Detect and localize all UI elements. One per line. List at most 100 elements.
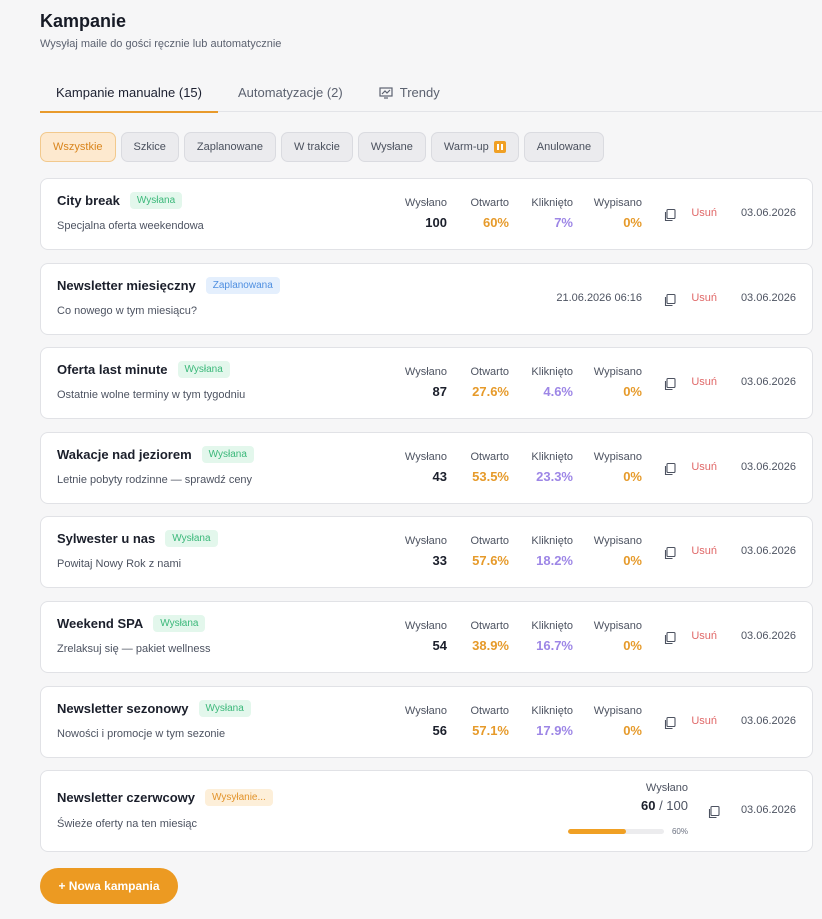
campaign-date: 03.06.2026: [740, 545, 796, 558]
status-filters: Wszystkie Szkice Zaplanowane W trakcie W…: [40, 132, 605, 162]
filter-cancelled[interactable]: Anulowane: [523, 132, 605, 162]
delete-button[interactable]: Usuń: [691, 376, 717, 389]
status-badge: Wysyłanie...: [205, 789, 273, 807]
campaign-title: City break: [57, 193, 120, 208]
tab-automations[interactable]: Automatyzacje (2): [222, 74, 359, 112]
filter-scheduled[interactable]: Zaplanowane: [183, 132, 276, 162]
stat-label: Kliknięto: [531, 450, 573, 463]
status-badge: Wysłana: [198, 699, 251, 717]
stat-label: Otwarto: [470, 535, 509, 548]
campaign-card[interactable]: Wakacje nad jeziorem Wysłana Letnie poby…: [40, 431, 813, 504]
stat-value: 0%: [623, 722, 642, 738]
stat-sent: Wysłano 54: [405, 620, 447, 653]
stat-label: Kliknięto: [531, 366, 573, 379]
campaign-title: Oferta last minute: [57, 362, 168, 378]
filter-label: Zaplanowane: [196, 141, 263, 153]
stat-label: Kliknięto: [531, 535, 573, 548]
scheduled-datetime: 21.06.2026 06:16: [556, 291, 642, 304]
stat-value: 18.2%: [536, 553, 573, 569]
campaign-card[interactable]: Sylwester u nas Wysłana Powitaj Nowy Rok…: [40, 516, 813, 589]
copy-icon[interactable]: [663, 631, 677, 645]
campaign-title-row: Newsletter sezonowy Wysłana: [57, 699, 251, 717]
campaign-card[interactable]: Newsletter czerwcowy Wysyłanie... Świeże…: [40, 770, 813, 853]
filter-in-progress[interactable]: W trakcie: [280, 132, 353, 162]
campaign-card[interactable]: Oferta last minute Wysłana Ostatnie woln…: [40, 347, 813, 420]
campaign-description: Powitaj Nowy Rok z nami: [57, 558, 182, 571]
page-title: Kampanie: [40, 11, 127, 31]
stat-label: Otwarto: [470, 704, 509, 717]
status-badge: Wysłana: [153, 614, 206, 632]
campaign-description: Świeże oferty na ten miesiąc: [57, 818, 198, 831]
campaign-title: Newsletter czerwcowy: [57, 790, 196, 806]
stat-clicked: Kliknięto 16.7%: [531, 620, 573, 653]
stat-label: Wysłano: [404, 535, 447, 548]
stat-value: 0%: [623, 637, 642, 653]
copy-icon[interactable]: [663, 546, 677, 560]
filter-drafts[interactable]: Szkice: [120, 132, 179, 162]
campaign-description: Ostatnie wolne terminy w tym tygodniu: [57, 389, 246, 402]
copy-icon[interactable]: [663, 462, 677, 476]
campaign-card[interactable]: Newsletter miesięczny Zaplanowana Co now…: [40, 262, 813, 335]
stat-opened: Otwarto 38.9%: [470, 620, 509, 653]
filter-label: Szkice: [133, 141, 166, 153]
pause-icon: [493, 141, 506, 153]
copy-icon[interactable]: [663, 293, 677, 307]
campaign-list: City break Wysłana Specjalna oferta week…: [40, 178, 813, 865]
copy-icon[interactable]: [663, 377, 677, 391]
tab-label: Trendy: [399, 85, 440, 100]
stat-label: Wypisano: [593, 535, 642, 548]
campaign-date: 03.06.2026: [740, 376, 796, 389]
campaign-title: Newsletter miesięczny: [57, 277, 196, 293]
copy-icon[interactable]: [707, 805, 721, 819]
tab-trends[interactable]: Trendy: [363, 74, 456, 112]
campaign-title: Sylwester u nas: [57, 531, 156, 547]
stat-label: Wysłano: [404, 197, 447, 209]
stat-label: Wysłano: [404, 450, 447, 463]
campaign-card[interactable]: City break Wysłana Specjalna oferta week…: [40, 178, 813, 250]
status-badge: Wysłana: [165, 530, 218, 548]
filter-warm-up[interactable]: Warm-up: [430, 132, 519, 162]
campaign-card[interactable]: Newsletter sezonowy Wysłana Nowości i pr…: [40, 685, 813, 758]
tab-label: Kampanie manualne (15): [56, 85, 202, 100]
delete-button[interactable]: Usuń: [691, 714, 717, 727]
filter-label: Warm-up: [443, 141, 489, 153]
delete-button[interactable]: Usuń: [691, 545, 717, 558]
stat-opened: Otwarto 27.6%: [470, 366, 509, 399]
campaign-title-row: Newsletter czerwcowy Wysyłanie...: [57, 789, 273, 807]
progress-count: 60 / 100: [640, 798, 688, 814]
campaign-card[interactable]: Weekend SPA Wysłana Zrelaksuj się — paki…: [40, 600, 813, 673]
campaign-description: Letnie pobyty rodzinne — sprawdź ceny: [57, 473, 253, 486]
stat-sent: Wysłano 100: [405, 197, 447, 230]
status-badge: Zaplanowana: [205, 276, 280, 294]
stat-value: 16.7%: [536, 637, 573, 653]
tab-manual-campaigns[interactable]: Kampanie manualne (15): [40, 74, 218, 113]
stat-label: Wysłano: [404, 619, 447, 632]
sent-count: 60: [640, 798, 656, 814]
copy-icon[interactable]: [663, 716, 677, 730]
new-campaign-button[interactable]: + Nowa kampania: [40, 868, 178, 904]
progress-bar-row: 60%: [567, 827, 688, 837]
stat-value: 54: [432, 637, 447, 653]
delete-button[interactable]: Usuń: [691, 460, 717, 473]
stat-clicked: Kliknięto 7%: [531, 197, 573, 230]
progress-percent: 60%: [671, 827, 688, 837]
delete-button[interactable]: Usuń: [691, 207, 717, 219]
stat-label: Wypisano: [593, 450, 642, 463]
copy-icon[interactable]: [663, 208, 677, 222]
stat-value: 23.3%: [536, 468, 573, 484]
stat-unsubscribed: Wypisano 0%: [594, 366, 642, 399]
progress-label: Wysłano: [645, 782, 688, 795]
filter-all[interactable]: Wszystkie: [40, 132, 116, 162]
delete-button[interactable]: Usuń: [691, 291, 717, 304]
campaign-title-row: Newsletter miesięczny Zaplanowana: [57, 276, 280, 294]
filter-sent[interactable]: Wysłane: [357, 132, 426, 162]
delete-button[interactable]: Usuń: [691, 629, 717, 642]
stat-label: Wypisano: [593, 704, 642, 717]
stat-label: Otwarto: [470, 450, 509, 463]
stat-value: 38.9%: [472, 637, 509, 653]
stat-opened: Otwarto 53.5%: [470, 451, 509, 484]
stat-clicked: Kliknięto 23.3%: [531, 451, 573, 484]
stat-label: Otwarto: [470, 619, 509, 632]
campaign-title-row: Weekend SPA Wysłana: [57, 614, 206, 632]
stat-sent: Wysłano 33: [405, 535, 447, 568]
